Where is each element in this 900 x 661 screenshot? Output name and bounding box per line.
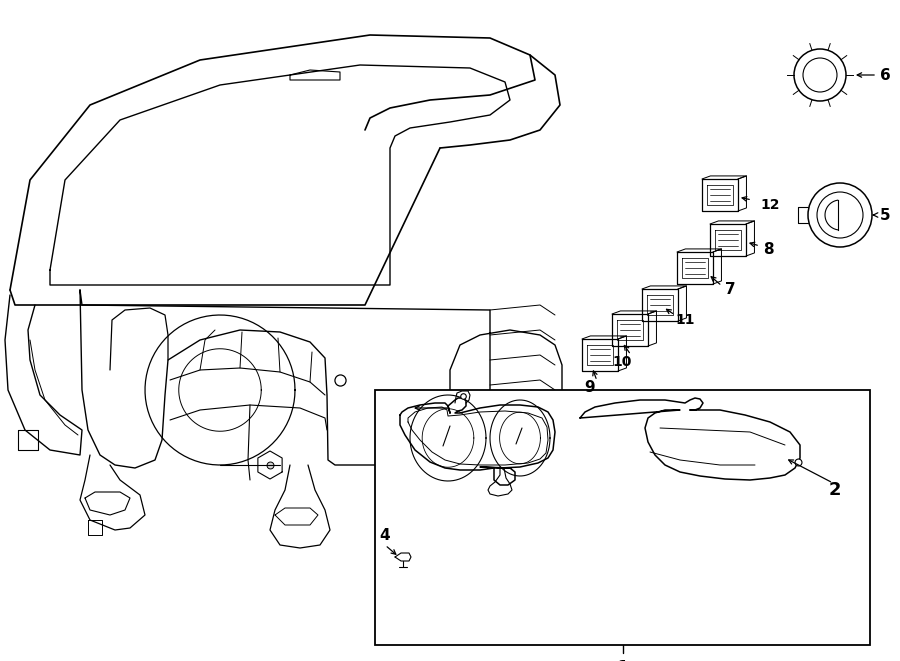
Text: 12: 12 xyxy=(760,198,779,212)
Text: 5: 5 xyxy=(879,208,890,223)
Circle shape xyxy=(794,49,846,101)
Text: 6: 6 xyxy=(879,67,890,83)
Text: 7: 7 xyxy=(724,282,735,297)
Text: 9: 9 xyxy=(585,381,595,395)
Text: 2: 2 xyxy=(829,481,842,499)
Text: 8: 8 xyxy=(762,243,773,258)
Circle shape xyxy=(808,183,872,247)
Text: 4: 4 xyxy=(380,527,391,543)
Bar xyxy=(375,390,870,645)
Text: 1: 1 xyxy=(617,660,628,661)
Text: 10: 10 xyxy=(612,355,632,369)
Text: 11: 11 xyxy=(675,313,695,327)
Text: 3: 3 xyxy=(470,401,481,416)
